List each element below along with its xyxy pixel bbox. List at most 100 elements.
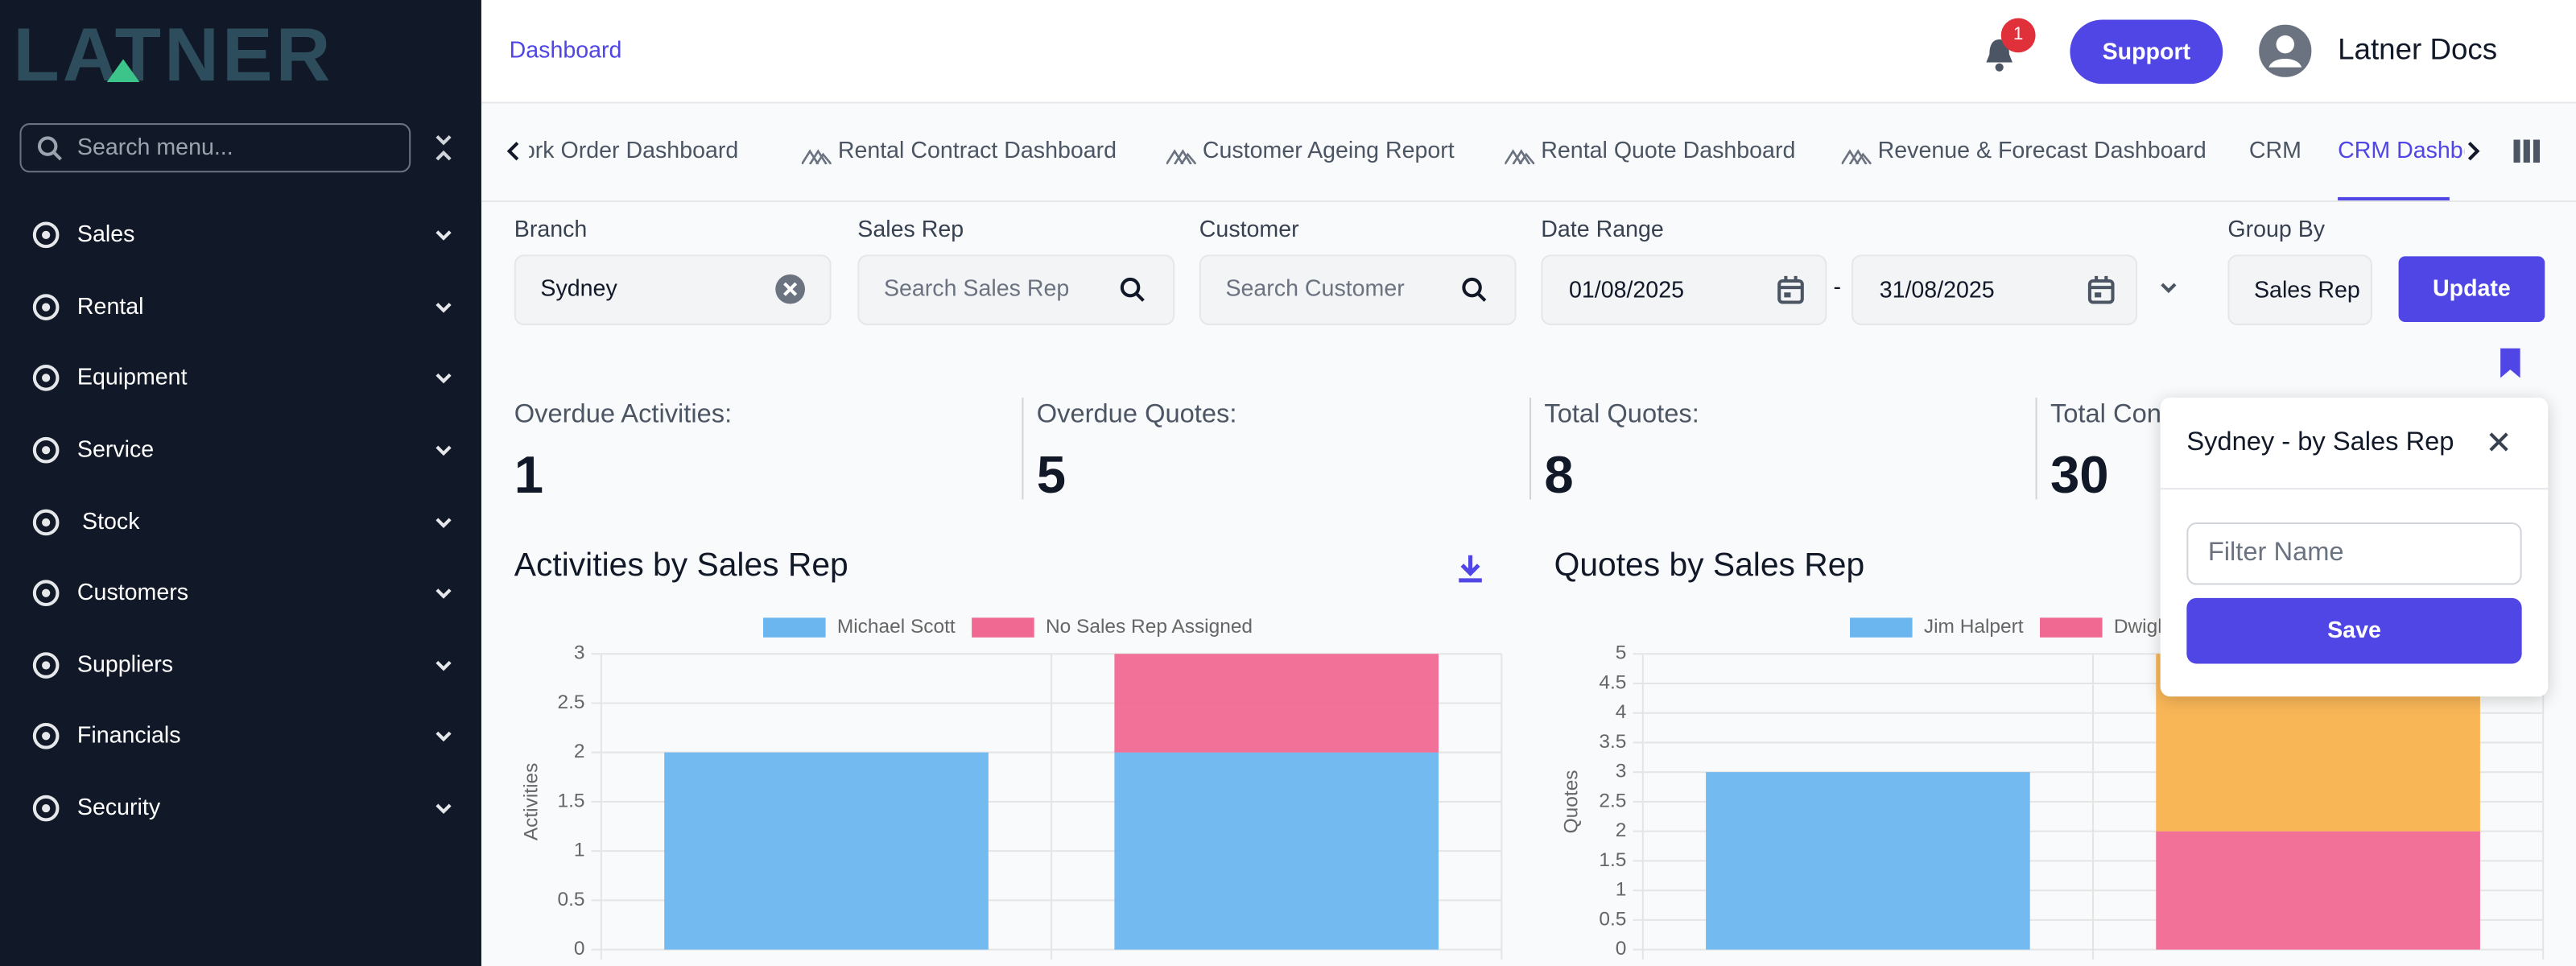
- menu-icon: [31, 578, 61, 608]
- y-tick-label: 1.5: [1599, 849, 1626, 871]
- menu-chevron-part: [436, 230, 452, 241]
- clear-icon[interactable]: [774, 273, 807, 306]
- menu-chevron-part: [436, 373, 452, 384]
- y-tick-label: 1: [574, 840, 585, 861]
- bar-segment: [2156, 831, 2480, 950]
- menu-icon-part: [42, 303, 51, 312]
- update-label: Update: [2432, 275, 2511, 301]
- tab-prev[interactable]: [505, 139, 524, 163]
- filter-name-input[interactable]: [2186, 522, 2522, 585]
- tab-next[interactable]: [2462, 139, 2482, 163]
- calendar-icon-part: [2087, 279, 2115, 304]
- tab-icon: [1840, 143, 1872, 165]
- save-filter-popup: Sydney - by Sales Rep Filter Name Save: [2160, 397, 2549, 697]
- tab-icon-part: [800, 149, 832, 165]
- tab[interactable]: Revenue & Forecast Dashboard: [1877, 136, 2207, 163]
- menu-chevron: [432, 581, 456, 605]
- legend-swatch: [972, 617, 1034, 638]
- menu-icon-part: [32, 652, 60, 679]
- tab-next-part: [2467, 142, 2480, 161]
- menu-icon-part: [42, 374, 51, 382]
- calendar-icon[interactable]: [1776, 275, 1806, 304]
- menu-item[interactable]: Sales: [76, 220, 135, 247]
- tab[interactable]: Work Order Dashboard: [529, 136, 739, 163]
- menu-item[interactable]: Suppliers: [76, 650, 174, 678]
- y-tick-label: 3: [1616, 761, 1627, 782]
- calendar-icon-part: [2087, 275, 2115, 304]
- menu-icon-part: [42, 588, 51, 597]
- update-button[interactable]: [2398, 256, 2545, 322]
- collapse-icon-part: [436, 134, 452, 161]
- search-icon: [1459, 275, 1488, 303]
- calendar-icon[interactable]: [2087, 275, 2116, 304]
- menu-chevron-part: [436, 731, 452, 742]
- menu-icon-part: [42, 732, 51, 741]
- menu-item[interactable]: Stock: [82, 507, 140, 535]
- menu-icon-part: [42, 230, 51, 239]
- logo-mark-part: [106, 59, 140, 83]
- menu-item[interactable]: Service: [76, 436, 155, 462]
- menu-icon-part: [32, 722, 60, 749]
- tab[interactable]: Rental Quote Dashboard: [1541, 136, 1796, 163]
- save-label: Save: [2327, 616, 2381, 643]
- menu-item[interactable]: Financials: [76, 721, 181, 748]
- menu-item[interactable]: Security: [76, 794, 161, 820]
- menu-icon: [31, 508, 61, 538]
- close-icon[interactable]: [2487, 431, 2511, 454]
- filter-label: Sales Rep: [857, 215, 964, 242]
- chart-title: Activities by Sales Rep: [514, 546, 848, 583]
- save-button[interactable]: [2186, 597, 2522, 664]
- tab-icon: [1504, 143, 1536, 165]
- tab-next-part: [2467, 142, 2480, 161]
- menu-chevron-part: [436, 731, 452, 742]
- support-button[interactable]: [2070, 19, 2223, 85]
- tab-active[interactable]: CRM Dashboard: [2338, 136, 2464, 163]
- tab[interactable]: Customer Ageing Report: [1202, 136, 1455, 163]
- menu-icon-part: [32, 795, 60, 822]
- download-icon[interactable]: [1457, 554, 1484, 584]
- search-icon-part: [52, 151, 62, 161]
- expand-chevron-part: [2161, 283, 2177, 294]
- input-box[interactable]: [857, 254, 1175, 326]
- tab[interactable]: CRM: [2248, 136, 2301, 163]
- menu-chevron-part: [436, 230, 452, 241]
- user-name[interactable]: Latner Docs: [2338, 33, 2498, 67]
- kpi-value: 8: [1544, 444, 1574, 504]
- search-box[interactable]: [19, 123, 411, 173]
- kpi-value: 30: [2050, 444, 2109, 504]
- menu-item[interactable]: Customers: [76, 578, 189, 605]
- menu-chevron: [432, 295, 456, 319]
- y-tick-label: 2.5: [558, 691, 585, 713]
- menu-chevron-part: [436, 303, 452, 313]
- search-icon-part: [1119, 276, 1140, 297]
- menu-item[interactable]: Equipment: [76, 363, 188, 390]
- avatar[interactable]: [2259, 24, 2312, 77]
- menu-item[interactable]: Rental: [76, 292, 144, 320]
- bookmark-icon[interactable]: [2499, 348, 2522, 378]
- menu-icon-part: [32, 221, 60, 249]
- expand-chevron[interactable]: [2157, 276, 2181, 299]
- bell-part: [1995, 63, 2004, 72]
- menu-chevron-part: [436, 445, 452, 456]
- menu-icon-part: [32, 795, 60, 822]
- tab-icon-part: [1504, 149, 1536, 165]
- kpi-label: Overdue Activities:: [514, 400, 733, 429]
- collapse-icon[interactable]: [432, 133, 456, 163]
- tab[interactable]: Rental Contract Dashboard: [837, 136, 1117, 163]
- menu-icon-part: [42, 446, 51, 455]
- popup-title: Sydney - by Sales Rep: [2186, 428, 2454, 456]
- menu-chevron-part: [436, 588, 452, 599]
- tab-strip: Work Order Dashboard Rental Contract Dash…: [529, 104, 2464, 202]
- header: [481, 0, 2576, 104]
- menu-icon: [31, 292, 61, 322]
- input-box[interactable]: Sales Rep: [2227, 254, 2372, 326]
- columns-icon[interactable]: [2513, 139, 2541, 163]
- bar-segment: [1706, 772, 2030, 950]
- breadcrumb[interactable]: Dashboard: [509, 36, 622, 63]
- tab-icon-part: [1840, 149, 1872, 165]
- input-box[interactable]: 31/08/2025: [1851, 254, 2138, 326]
- menu-chevron: [432, 797, 456, 820]
- columns-icon-part: [2513, 139, 2541, 163]
- clear-icon-part: [783, 282, 798, 296]
- menu-icon-part: [32, 652, 60, 679]
